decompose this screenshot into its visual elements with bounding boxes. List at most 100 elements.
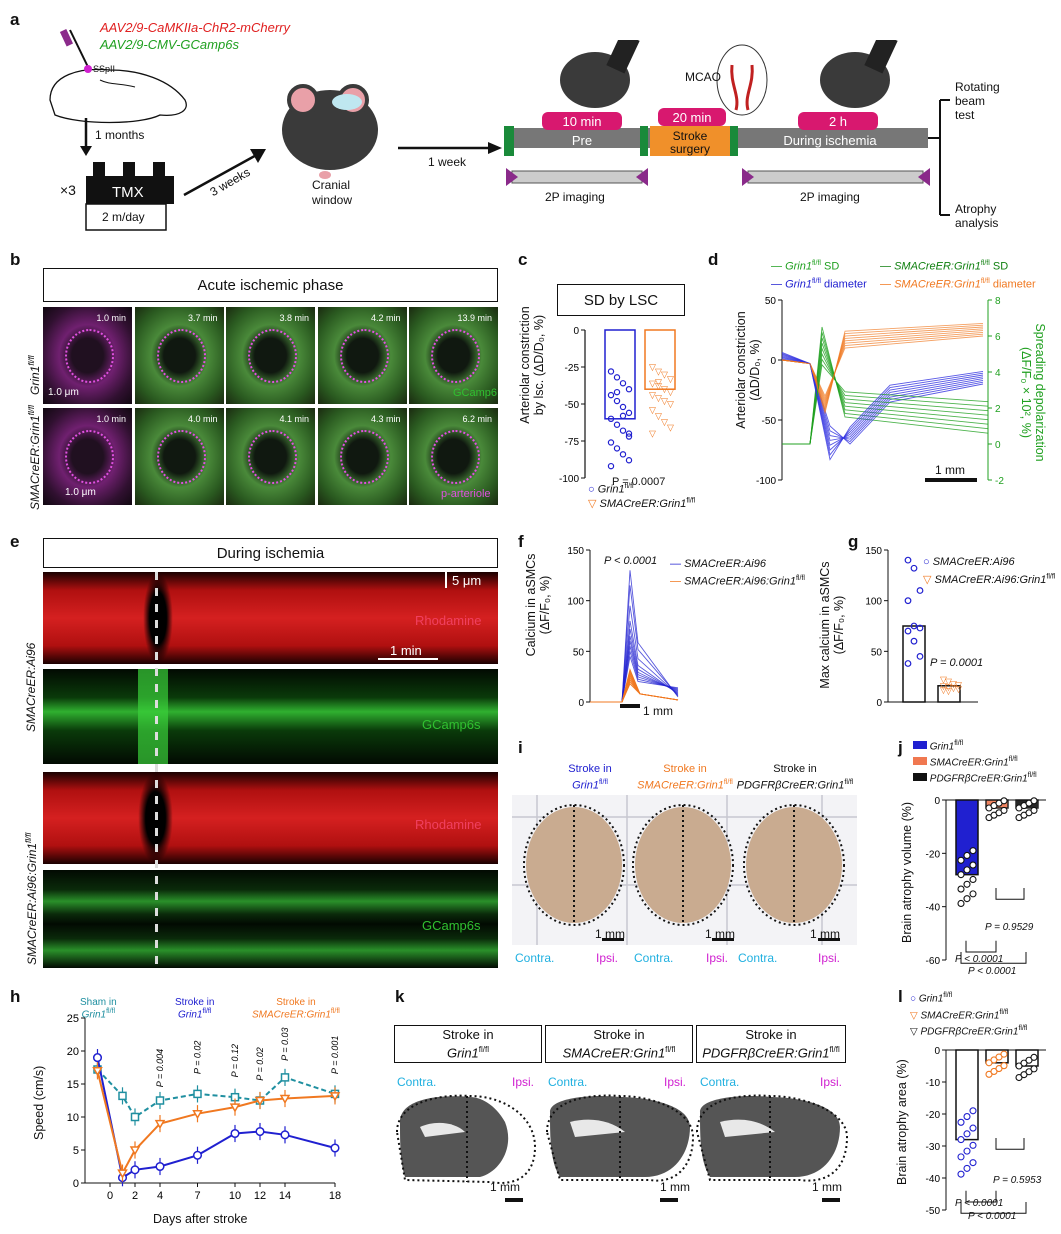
arteriole-label: p-arteriole [441, 488, 491, 500]
virus-label-2: AAV2/9-CMV-GCamp6s [100, 37, 239, 52]
point-grin1 [625, 457, 633, 464]
y-tick-label-right: 4 [995, 368, 1001, 379]
bracket-3 [960, 1202, 1027, 1214]
point-ai96 [916, 624, 924, 632]
point-ai96 [904, 660, 912, 667]
panel-c-legend-2: ▽ SMACreER:Grin1fl/fl [588, 497, 696, 510]
point-smacreer: ▽ [667, 387, 674, 397]
atrophy-point-1 [957, 1153, 965, 1161]
scale-label-row2: 1.0 μm [65, 487, 96, 498]
data-point [92, 1053, 103, 1063]
micro-tile: 4.0 min [134, 408, 224, 505]
y-tick-label: -40 [926, 1174, 941, 1185]
y-tick-label: 150 [567, 546, 584, 557]
point-grin1 [625, 430, 633, 437]
tile-time: 4.3 min [370, 414, 401, 424]
atrophy-point [1030, 797, 1038, 805]
panel-h-ylabel: Speed (cm/s) [32, 1065, 46, 1140]
row-label-ai96-grin1: SMACreER:Ai96:Grin1fl/fl [24, 832, 39, 965]
atrophy-point-1 [957, 856, 965, 864]
tmx-block [85, 162, 174, 231]
data-point [330, 1143, 340, 1153]
panel-h-label: h [10, 987, 21, 1006]
point-ai96-grin1: ▽ [955, 680, 962, 690]
scale-i-1: 1 mm [595, 927, 625, 941]
y-tick-label-left: -100 [756, 476, 776, 487]
p-value-label: P = 0.001 [330, 1036, 340, 1074]
scale-i-3: 1 mm [810, 927, 840, 941]
p-value-label: P = 0.02 [193, 1041, 203, 1074]
data-point [193, 1089, 202, 1099]
y-tick-label: -60 [926, 956, 941, 967]
ipsi-k-1: Ipsi. [512, 1075, 535, 1089]
tile-time: 1.0 min [96, 414, 126, 424]
atrophy-point-1 [969, 890, 977, 898]
panel-f-legend-1: — SMACreER:Ai96 [670, 558, 766, 570]
y-tick-label: 0 [578, 698, 584, 709]
panel-j-label: j [898, 738, 903, 757]
y-tick-label: -25 [565, 363, 580, 374]
arteriole-ring [248, 329, 297, 383]
panel-k-label: k [395, 987, 405, 1006]
panel-f-label: f [518, 532, 524, 551]
data-point [129, 1146, 141, 1156]
atrophy-point-1 [957, 899, 965, 908]
y-tick-label: 150 [865, 546, 882, 557]
mcao-label: MCAO [685, 70, 721, 84]
atrophy-point-1 [969, 1159, 977, 1167]
contra-i-3: Contra. [738, 951, 778, 965]
scale-min-label: 1 min [390, 643, 422, 658]
y-tick-label: 0 [73, 1178, 79, 1190]
bar-grin1 [604, 329, 636, 420]
point-grin1 [625, 433, 633, 440]
bracket-1 [995, 888, 1025, 900]
panel-c-pvalue: P = 0.0007 [612, 476, 666, 488]
point-grin1 [613, 397, 621, 405]
panel-b-label: b [10, 250, 21, 269]
data-point [192, 1150, 203, 1160]
atrophy-point-1 [963, 1147, 971, 1155]
sspll-label: SSpII [93, 64, 116, 74]
rhodamine-label-1: Rhodamine [415, 613, 482, 628]
y-tick-label-right: -2 [995, 476, 1004, 487]
point-grin1 [613, 388, 621, 396]
window-label: window [312, 193, 353, 207]
y-tick-label-left: -50 [762, 416, 777, 427]
row-label-grin1: Grin1fl/fl [27, 355, 42, 395]
point-grin1 [625, 409, 633, 417]
atrophy-point-1 [957, 871, 965, 879]
panel-f-scale: 1 mm [643, 704, 673, 718]
panel-j-legend-2: SMACreER:Grin1fl/fl [913, 756, 1018, 768]
x-tick-label: 18 [329, 1190, 341, 1202]
contra-i-2: Contra. [634, 951, 674, 965]
point-grin1 [607, 368, 615, 375]
atrophy-point-1 [963, 851, 971, 860]
contra-i-1: Contra. [515, 951, 555, 965]
bracket-3 [960, 952, 1027, 964]
panel-d-legend-1: — Grin1fl/fl SD [771, 260, 840, 273]
point-grin1 [607, 439, 615, 446]
calcium-trace-grin1 [590, 668, 679, 703]
y-tick-label: 0 [934, 1046, 940, 1057]
ipsi-i-1: Ipsi. [596, 951, 619, 965]
point-ai96-grin1: ▽ [940, 675, 947, 685]
atrophy-point-1 [963, 1164, 971, 1172]
arrow-down-icon [80, 118, 92, 156]
brain-photos [512, 795, 857, 945]
data-point [155, 1161, 165, 1172]
point-smacreer: ▽ [667, 374, 674, 384]
atrophy-point-1 [969, 1107, 977, 1115]
contra-k-1: Contra. [397, 1075, 437, 1089]
bar-smacreer [644, 329, 676, 390]
y-tick-label: -20 [926, 1110, 941, 1121]
panel-j-legend-3: PDGFRβCreER:Grin1fl/fl [913, 772, 1037, 784]
x-tick-label: 2 [132, 1190, 138, 1202]
micro-tile: 3.7 min [134, 307, 224, 404]
point-ai96 [910, 622, 918, 630]
tile-time: 4.2 min [370, 313, 401, 323]
panel-g-label: g [848, 532, 859, 551]
micro-tile: 3.8 min [226, 307, 315, 404]
microscopy-grid: 1.0 min 3.7 min 3.8 min 4.2 min 13.9 min 1.0 … [43, 307, 498, 507]
arrow-weeks-icon [183, 149, 266, 197]
panel-j-p3: P < 0.0001 [968, 966, 1017, 977]
